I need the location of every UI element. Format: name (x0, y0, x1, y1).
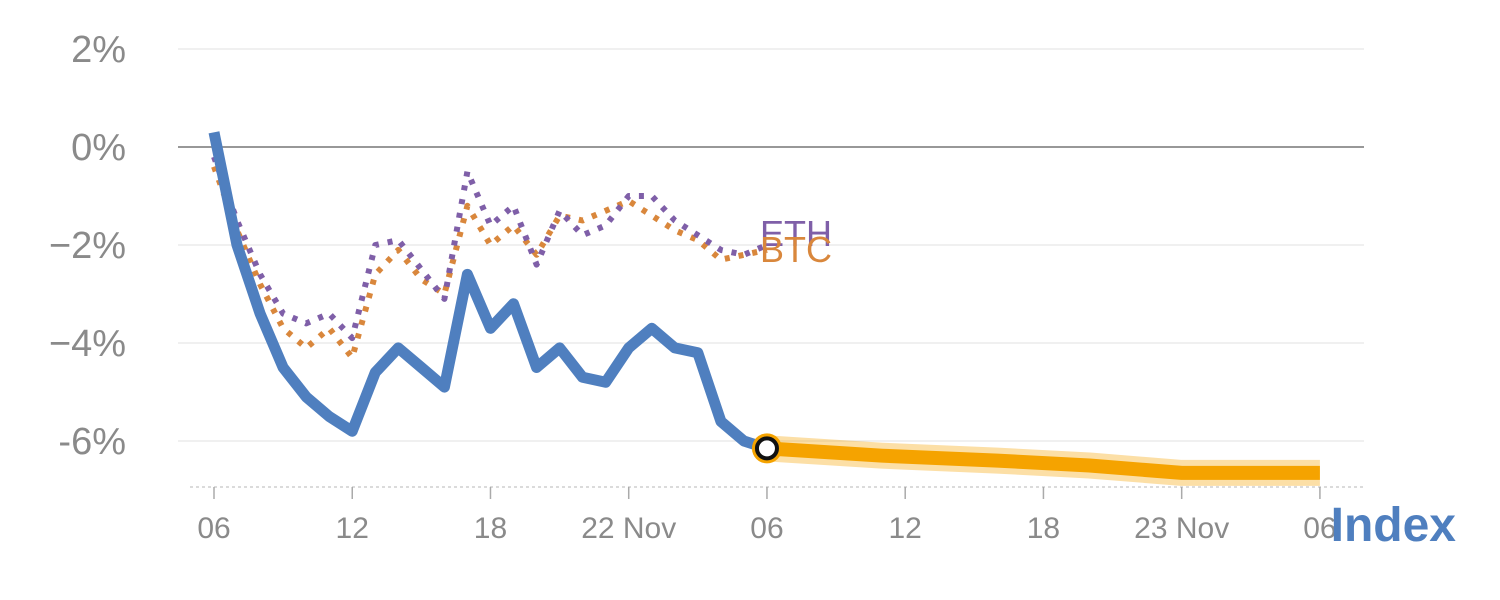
series-label-index: Index (1331, 499, 1457, 552)
y-tick-label: 2% (71, 29, 126, 71)
x-tick-label: 06 (1303, 512, 1336, 545)
x-tick-label: 12 (889, 512, 922, 545)
y-tick-label: 0% (71, 127, 126, 169)
y-tick-label: −2% (49, 225, 126, 267)
x-tick-label: 22 Nov (581, 512, 676, 545)
series-eth (211, 155, 769, 342)
series-index (208, 131, 769, 454)
y-axis: 2% 0% −2% −4% -6% (49, 29, 126, 463)
x-tick-label: 12 (336, 512, 369, 545)
y-tick-label: −4% (49, 323, 126, 365)
series-label-eth: ETH (760, 213, 832, 254)
x-tick-label: 18 (474, 512, 507, 545)
x-tick-label: 06 (750, 512, 783, 545)
series-label-btc: BTC (760, 229, 832, 270)
current-point-marker-center (754, 436, 779, 461)
x-tick-label: 06 (197, 512, 230, 545)
series-index-forecast (766, 441, 1320, 480)
x-axis: 06 12 18 22 Nov 06 12 18 23 Nov 06 (190, 486, 1366, 545)
x-tick-label: 18 (1027, 512, 1060, 545)
x-tick-label: 23 Nov (1134, 512, 1229, 545)
y-tick-label: -6% (58, 421, 126, 463)
series-lines (208, 131, 1320, 486)
